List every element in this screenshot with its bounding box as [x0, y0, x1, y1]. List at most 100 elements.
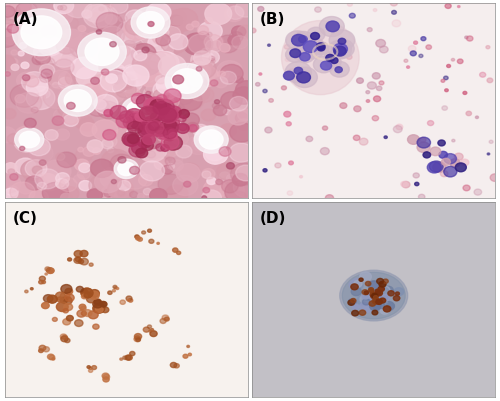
Circle shape	[172, 120, 180, 127]
Circle shape	[210, 60, 215, 64]
Circle shape	[60, 334, 66, 339]
Circle shape	[164, 317, 169, 321]
Circle shape	[116, 66, 124, 73]
Circle shape	[374, 296, 378, 300]
Circle shape	[60, 178, 77, 192]
Circle shape	[56, 302, 68, 312]
Circle shape	[140, 107, 158, 121]
Circle shape	[463, 92, 467, 95]
Circle shape	[268, 45, 270, 47]
Circle shape	[20, 147, 25, 151]
Circle shape	[144, 187, 163, 203]
Circle shape	[120, 77, 134, 89]
Circle shape	[122, 97, 156, 125]
Circle shape	[320, 18, 344, 37]
Circle shape	[372, 73, 380, 80]
Circle shape	[83, 147, 95, 157]
Circle shape	[414, 42, 418, 45]
Circle shape	[439, 152, 448, 159]
Circle shape	[216, 163, 238, 180]
Circle shape	[92, 120, 118, 141]
Circle shape	[61, 30, 82, 47]
Circle shape	[94, 80, 112, 94]
Circle shape	[322, 127, 328, 131]
Circle shape	[62, 187, 79, 201]
Circle shape	[217, 36, 239, 54]
Circle shape	[132, 94, 144, 105]
Circle shape	[76, 149, 92, 163]
Circle shape	[78, 164, 90, 173]
Circle shape	[78, 26, 86, 32]
Circle shape	[150, 113, 162, 122]
Circle shape	[149, 330, 152, 332]
Circle shape	[200, 131, 223, 150]
Circle shape	[238, 109, 252, 121]
Circle shape	[218, 71, 229, 80]
Circle shape	[58, 7, 63, 11]
Circle shape	[286, 32, 309, 51]
Circle shape	[118, 157, 126, 164]
Circle shape	[442, 107, 448, 111]
Circle shape	[165, 158, 175, 166]
Circle shape	[126, 19, 146, 36]
Circle shape	[490, 174, 500, 182]
Circle shape	[144, 189, 152, 195]
Circle shape	[383, 279, 388, 284]
Circle shape	[162, 46, 173, 55]
Circle shape	[144, 127, 153, 134]
Circle shape	[183, 114, 200, 127]
Circle shape	[205, 4, 232, 26]
Circle shape	[128, 135, 139, 144]
Circle shape	[286, 48, 304, 63]
Circle shape	[52, 318, 58, 322]
Circle shape	[61, 285, 72, 294]
Circle shape	[138, 70, 160, 87]
Circle shape	[21, 161, 46, 181]
Circle shape	[0, 174, 20, 194]
Circle shape	[458, 6, 460, 8]
Circle shape	[110, 43, 116, 48]
Circle shape	[102, 373, 109, 379]
Circle shape	[352, 304, 358, 310]
Circle shape	[162, 166, 173, 174]
Circle shape	[230, 164, 258, 186]
Circle shape	[186, 123, 198, 133]
Circle shape	[79, 119, 94, 132]
Circle shape	[104, 41, 110, 46]
Circle shape	[372, 302, 382, 310]
Circle shape	[136, 338, 140, 342]
Circle shape	[158, 134, 168, 142]
Circle shape	[100, 71, 127, 93]
Circle shape	[211, 165, 233, 182]
Circle shape	[417, 138, 430, 149]
Circle shape	[364, 301, 374, 309]
Circle shape	[45, 130, 58, 141]
Circle shape	[362, 294, 369, 299]
Circle shape	[214, 105, 227, 116]
Circle shape	[287, 191, 292, 196]
Circle shape	[3, 109, 16, 120]
Circle shape	[46, 268, 52, 273]
Circle shape	[370, 292, 376, 298]
Circle shape	[156, 102, 164, 109]
Circle shape	[154, 159, 169, 170]
Circle shape	[331, 40, 354, 59]
Circle shape	[153, 102, 170, 115]
Circle shape	[394, 296, 400, 301]
Circle shape	[128, 299, 132, 302]
Circle shape	[48, 268, 54, 273]
Circle shape	[372, 294, 378, 298]
Circle shape	[202, 49, 210, 56]
Circle shape	[40, 160, 46, 166]
Circle shape	[120, 111, 134, 123]
Circle shape	[102, 130, 116, 141]
Circle shape	[40, 74, 51, 83]
Circle shape	[98, 79, 114, 91]
Circle shape	[57, 297, 63, 302]
Circle shape	[104, 110, 112, 117]
Circle shape	[136, 95, 154, 109]
Circle shape	[354, 136, 360, 141]
Circle shape	[410, 52, 416, 57]
Circle shape	[146, 80, 173, 101]
Circle shape	[58, 86, 97, 117]
